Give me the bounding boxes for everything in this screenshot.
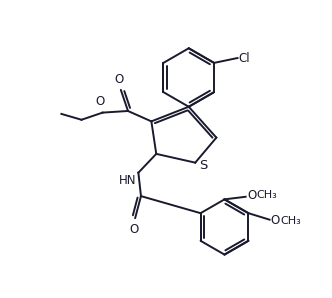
Text: HN: HN [119, 174, 137, 187]
Text: Cl: Cl [238, 52, 250, 65]
Text: O: O [247, 189, 256, 202]
Text: O: O [271, 215, 280, 227]
Text: CH₃: CH₃ [281, 216, 301, 226]
Text: O: O [114, 73, 124, 86]
Text: CH₃: CH₃ [257, 190, 278, 201]
Text: S: S [199, 159, 208, 173]
Text: O: O [96, 95, 105, 108]
Text: O: O [129, 223, 138, 236]
